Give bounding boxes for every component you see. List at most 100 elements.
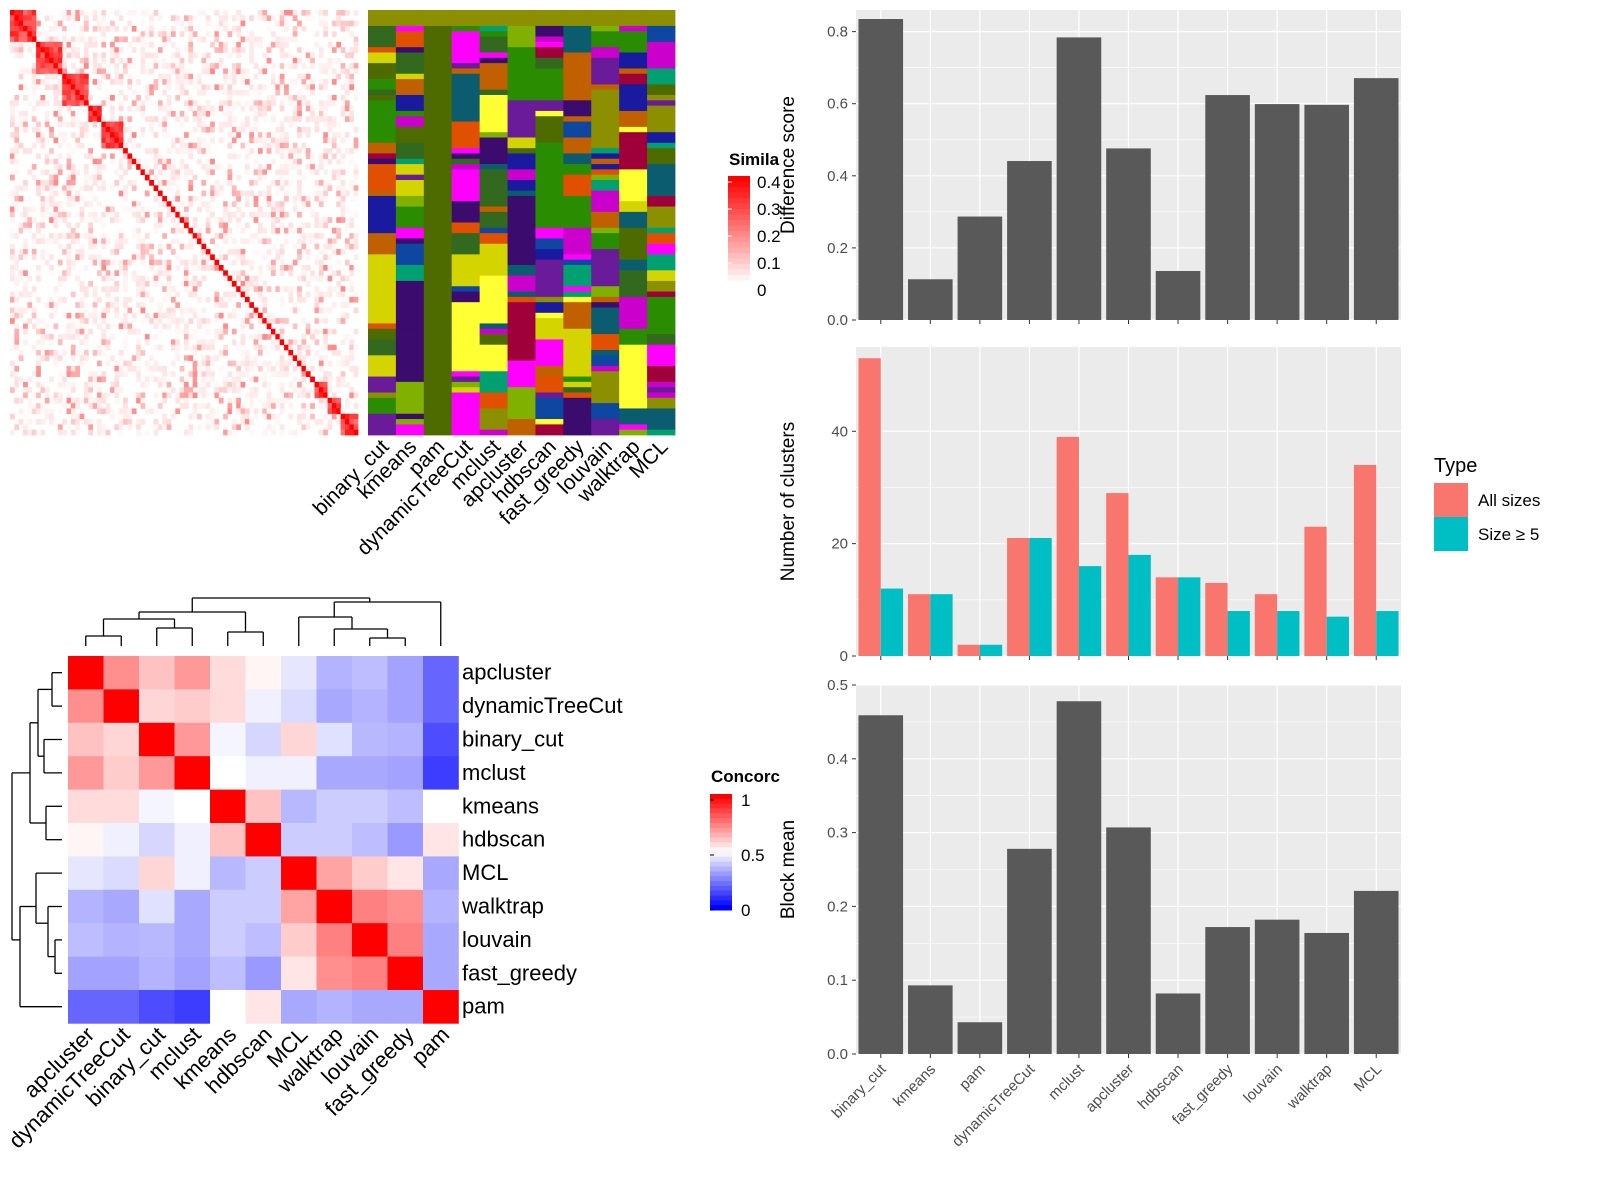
similarity-cell (27, 376, 33, 383)
similarity-cell (279, 249, 285, 255)
similarity-cell (336, 259, 341, 266)
similarity-cell (323, 243, 328, 250)
similarity-cell (149, 148, 154, 154)
cluster-cell (647, 222, 676, 229)
similarity-cell (336, 57, 341, 64)
similarity-cell (10, 344, 15, 351)
cluster-cell (368, 95, 397, 101)
similarity-cell (36, 403, 41, 409)
cluster-cell (619, 365, 648, 372)
similarity-cell (31, 286, 37, 292)
similarity-cell (271, 211, 276, 218)
cluster-cell (423, 10, 453, 16)
similarity-cell (218, 63, 224, 69)
concordance-cell (352, 956, 388, 991)
similarity-cell (23, 323, 28, 330)
similarity-cell (53, 47, 59, 53)
similarity-cell (153, 116, 159, 122)
similarity-cell (157, 73, 163, 80)
cluster-cell (535, 270, 564, 277)
similarity-cell (40, 185, 46, 192)
similarity-cell (136, 339, 141, 346)
similarity-cell (153, 365, 159, 372)
similarity-cell (223, 47, 228, 53)
similarity-cell (305, 15, 311, 22)
cluster-cell (507, 153, 536, 160)
similarity-cell (227, 249, 233, 255)
similarity-cell (314, 41, 320, 48)
cluster-cell (423, 419, 453, 425)
cluster-cell (423, 392, 453, 399)
similarity-cell (249, 265, 254, 271)
similarity-cell (153, 185, 159, 192)
similarity-cell (166, 95, 172, 101)
similarity-cell (253, 323, 259, 330)
similarity-cell (266, 312, 272, 319)
similarity-cell (301, 413, 307, 420)
similarity-cell (14, 365, 20, 372)
similarity-cell (227, 408, 233, 415)
similarity-cell (79, 84, 85, 91)
cluster-cell (647, 79, 676, 85)
cluster-cell (563, 41, 592, 48)
similarity-cell (166, 211, 172, 218)
similarity-cell (92, 318, 98, 324)
cluster-cell (647, 110, 676, 117)
x-tick-label: mclust (1045, 1060, 1088, 1103)
cluster-cell (591, 302, 620, 308)
similarity-cell (179, 110, 185, 117)
cluster-cell (591, 153, 620, 160)
cluster-cell (535, 296, 564, 303)
bar (1078, 566, 1102, 656)
cluster-cell (395, 312, 425, 319)
similarity-cell (149, 365, 154, 372)
similarity-cell (101, 164, 107, 170)
similarity-cell (75, 350, 80, 356)
similarity-cell (223, 323, 228, 330)
similarity-cell (79, 142, 85, 149)
cluster-cell (507, 355, 536, 362)
similarity-cell (210, 371, 215, 377)
similarity-cell (162, 413, 167, 420)
similarity-cell (223, 206, 228, 213)
similarity-cell (40, 180, 46, 186)
similarity-cell (10, 10, 15, 16)
similarity-cell (288, 344, 294, 351)
similarity-cell (353, 296, 359, 303)
similarity-cell (179, 142, 185, 149)
similarity-cell (110, 132, 115, 138)
cluster-cell (368, 355, 397, 362)
cluster-cell (395, 132, 425, 138)
similarity-cell (336, 217, 341, 223)
similarity-cell (227, 100, 233, 107)
similarity-cell (266, 57, 272, 64)
cluster-cell (368, 110, 397, 117)
cluster-cell (591, 41, 620, 48)
similarity-cell (27, 41, 33, 48)
similarity-cell (123, 302, 128, 308)
similarity-cell (170, 68, 176, 75)
similarity-cell (127, 180, 133, 186)
cluster-cell (368, 100, 397, 107)
similarity-cell (353, 365, 359, 372)
similarity-cell (53, 68, 59, 75)
similarity-cell (301, 206, 307, 213)
similarity-cell (114, 142, 120, 149)
similarity-cell (214, 180, 220, 186)
similarity-cell (253, 211, 259, 218)
similarity-cell (244, 121, 250, 128)
similarity-cell (101, 275, 107, 282)
similarity-cell (110, 25, 115, 32)
cluster-cell (368, 169, 397, 176)
similarity-cell (236, 31, 241, 37)
similarity-cell (305, 195, 311, 202)
similarity-cell (336, 249, 341, 255)
similarity-cell (188, 52, 194, 59)
similarity-cell (192, 275, 198, 282)
similarity-cell (214, 296, 220, 303)
similarity-cell (110, 52, 115, 59)
cluster-cell (535, 195, 564, 202)
similarity-cell (66, 381, 72, 388)
cluster-cell (423, 275, 453, 282)
similarity-cell (62, 47, 67, 53)
